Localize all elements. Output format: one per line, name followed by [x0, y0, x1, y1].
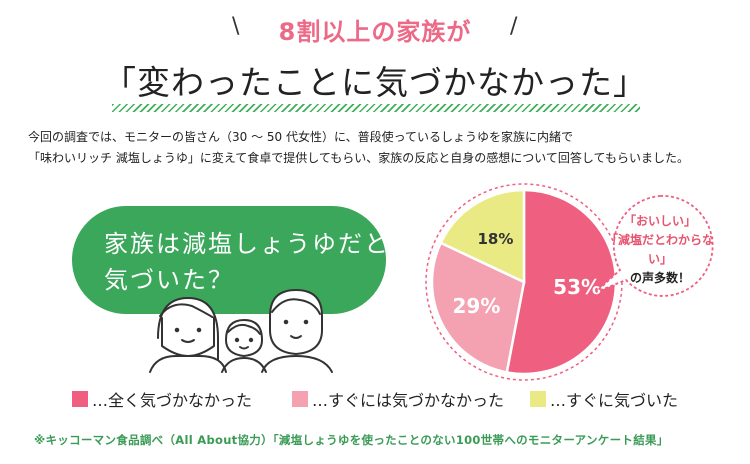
question-line-1: 家族は減塩しょうゆだと [104, 230, 390, 258]
pie-slice-3 [439, 188, 526, 284]
question-line-2: 気づいた？ [104, 266, 234, 294]
callout-line-2: 「減塩だとわからない」 [605, 233, 714, 266]
headline-slash-left: \ [232, 14, 240, 39]
headline-text: 8割以上の家族が [278, 18, 472, 46]
legend-label-1: …全く気づかなかった [92, 391, 253, 410]
legend-swatch-1 [72, 391, 88, 407]
intro-line-1: 今回の調査では、モニターの皆さん（30 〜 50 代女性）に、普段使っているしょ… [28, 130, 574, 144]
headline-slash-right: / [510, 14, 518, 39]
legend-swatch-2 [292, 391, 308, 407]
pie-slice-1 [505, 188, 618, 376]
legend-label-3: …すぐに気づいた [550, 391, 679, 410]
question-bubble [72, 206, 386, 314]
headline: 8割以上の家族が [0, 12, 750, 47]
hatched-divider [112, 104, 640, 112]
pie-label-3: 18% [477, 230, 513, 248]
question-text: 家族は減塩しょうゆだと 気づいた？ [104, 226, 394, 298]
legend-item-3: …すぐに気づいた [530, 388, 678, 410]
intro-line-2: 「味わいリッチ 減塩しょうゆ」に変えて食卓で提供してもらい、家族の反応と自身の感… [28, 151, 689, 165]
pie-label-1: 53% [553, 275, 601, 299]
callout-text: 「おいしい」 「減塩だとわからない」 の声多数！ [600, 212, 720, 288]
pie-slice-2 [430, 241, 526, 374]
callout-line-1: 「おいしい」 [623, 214, 696, 228]
legend-swatch-3 [530, 391, 546, 407]
page-title: 「変わったことに気づかなかった」 [103, 63, 647, 102]
source-footnote: ※キッコーマン食品調べ（All About協力）「減塩しょうゆを使ったことのない… [34, 433, 669, 447]
callout-line-3: の声多数！ [629, 271, 690, 285]
legend-item-2: …すぐには気づかなかった [292, 388, 504, 410]
pie-label-2: 29% [453, 294, 501, 318]
legend-item-1: …全く気づかなかった [72, 388, 252, 410]
legend-label-2: …すぐには気づかなかった [312, 391, 505, 410]
